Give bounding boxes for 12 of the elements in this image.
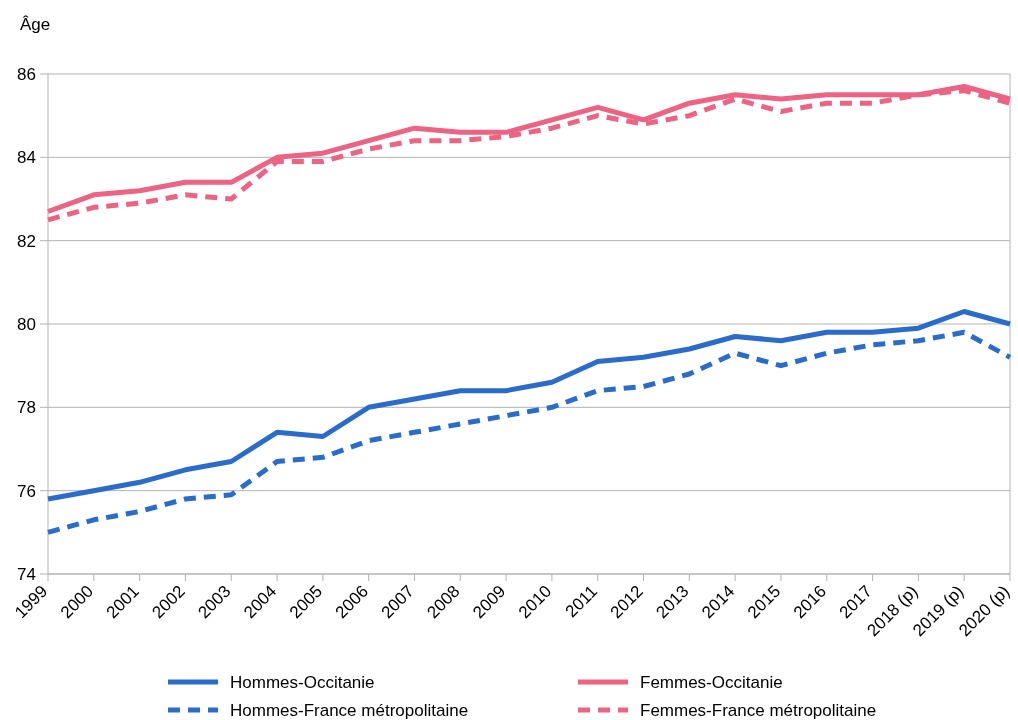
- legend-label: Hommes-France métropolitaine: [230, 700, 469, 720]
- legend-label: Hommes-Occitanie: [230, 672, 375, 692]
- y-axis-title: Âge: [20, 15, 51, 34]
- y-tick-label: 76: [17, 481, 36, 501]
- y-tick-label: 86: [17, 64, 36, 84]
- y-tick-label: 82: [17, 231, 36, 251]
- y-tick-label: 80: [17, 314, 36, 334]
- legend-label: Femmes-France métropolitaine: [640, 700, 877, 720]
- y-tick-label: 78: [17, 398, 36, 418]
- y-tick-label: 74: [17, 564, 36, 584]
- y-tick-label: 84: [17, 148, 36, 168]
- legend-label: Femmes-Occitanie: [640, 672, 783, 692]
